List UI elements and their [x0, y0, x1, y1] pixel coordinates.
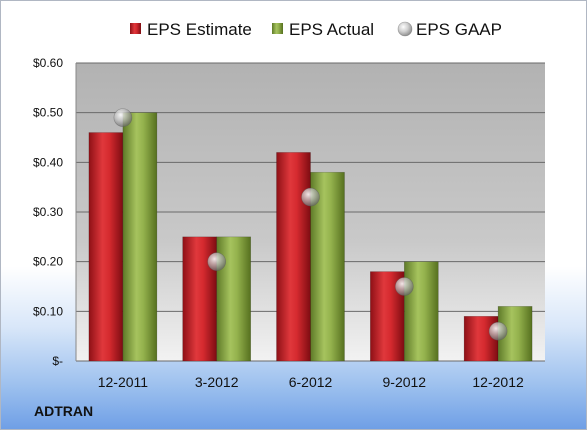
legend-swatch-eps-estimate — [130, 23, 141, 34]
legend-label: EPS GAAP — [416, 20, 502, 39]
x-tick-label: 12-2011 — [98, 374, 149, 390]
y-tick-label: $0.40 — [33, 155, 63, 169]
marker-eps-gaap — [394, 277, 414, 296]
company-name: ADTRAN — [34, 403, 94, 419]
marker-eps-gaap — [113, 108, 133, 127]
y-tick-label: $0.50 — [33, 106, 63, 120]
bars — [88, 112, 533, 362]
y-tick-label: $0.60 — [33, 56, 63, 70]
x-tick-label: 12-2012 — [472, 374, 524, 390]
x-tick-label: 9-2012 — [383, 374, 427, 390]
bar-eps-estimate — [88, 132, 124, 362]
bar-eps-actual — [403, 261, 439, 362]
marker-eps-gaap — [301, 187, 320, 207]
x-tick-label: 3-2012 — [195, 374, 239, 390]
y-tick-label: $0.20 — [33, 255, 63, 269]
y-tick-label: $0.30 — [33, 205, 63, 219]
bar-eps-estimate — [463, 315, 499, 362]
marker-eps-gaap — [488, 321, 508, 341]
y-tick-label: $- — [52, 354, 63, 368]
y-axis: $- $0.10 $0.20 $0.30 $0.40 $0.50 $0.60 — [33, 56, 77, 368]
legend: EPS Estimate EPS Actual EPS GAAP — [130, 20, 502, 39]
bar-eps-estimate — [276, 152, 311, 362]
legend-label: EPS Actual — [289, 20, 374, 39]
legend-swatch-eps-actual — [272, 23, 283, 34]
x-axis: 12-2011 3-2012 6-2012 9-2012 12-2012 — [98, 374, 524, 390]
y-tick-label: $0.10 — [33, 304, 63, 318]
gaap-markers — [113, 108, 508, 341]
legend-label: EPS Estimate — [147, 20, 252, 39]
x-tick-label: 6-2012 — [289, 374, 333, 390]
bar-eps-actual — [122, 112, 158, 362]
legend-swatch-eps-gaap — [397, 21, 413, 37]
marker-eps-gaap — [207, 252, 226, 271]
